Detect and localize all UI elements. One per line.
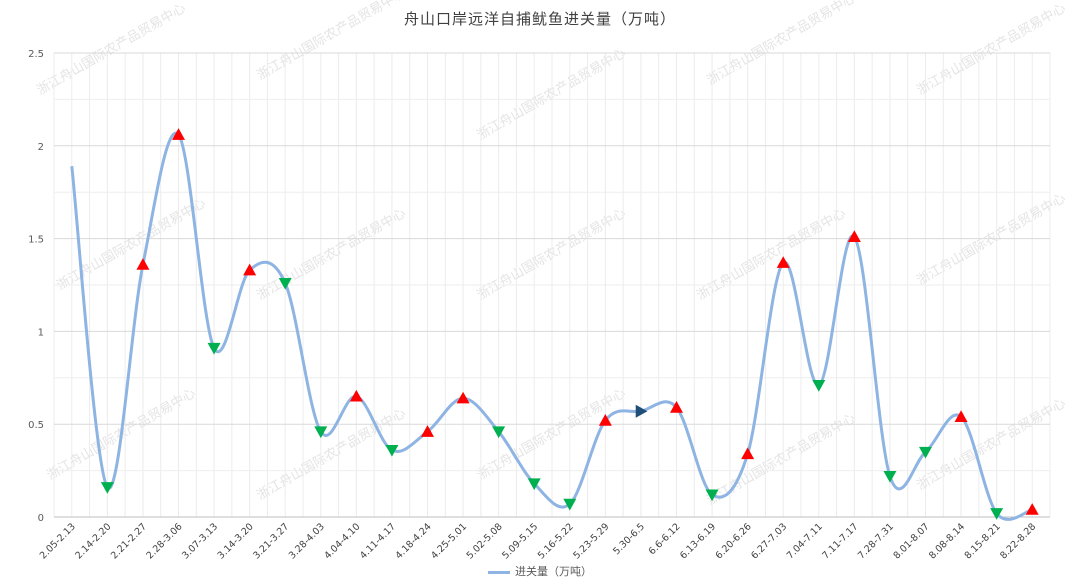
trend-marker-down — [563, 498, 577, 511]
grid-layer — [53, 52, 1051, 518]
trend-marker-down — [314, 426, 328, 439]
y-tick-label: 2.5 — [28, 49, 44, 60]
x-axis-ticks: 2.05-2.132.14-2.202.21-2.272.28-3.063.07… — [38, 521, 1039, 561]
trend-marker-up — [598, 413, 612, 426]
trend-marker-up — [349, 389, 363, 402]
x-tick-label: 8.01-8.07 — [892, 521, 932, 561]
trend-marker-down — [385, 444, 399, 457]
y-tick-label: 1 — [38, 327, 44, 338]
trend-marker-down — [492, 426, 506, 439]
x-tick-label: 8.08-8.14 — [927, 521, 967, 561]
x-tick-label: 5.30-6.5 — [611, 521, 647, 557]
watermark-text: 浙江舟山国际农产品贸易中心 — [255, 406, 409, 503]
x-tick-label: 6.6-6.12 — [647, 521, 683, 557]
watermark-layer: 浙江舟山国际农产品贸易中心 浙江舟山国际农产品贸易中心浙江舟山国际农产品贸易中心浙… — [35, 0, 1069, 508]
x-tick-label: 7.11-7.17 — [820, 521, 860, 561]
watermark-text: 浙江舟山国际农产品贸易中心 — [915, 396, 1069, 493]
x-tick-label: 2.05-2.13 — [38, 521, 78, 561]
watermark-text: 浙江舟山国际农产品贸易中心 — [695, 206, 849, 303]
x-tick-label: 3.21-3.27 — [251, 521, 291, 561]
trend-marker-flat — [635, 404, 648, 418]
legend-label: 进关量（万吨） — [515, 565, 592, 578]
legend: 进关量（万吨） — [0, 563, 1080, 579]
x-tick-label: 4.04-4.10 — [322, 521, 362, 561]
x-tick-label: 3.07-3.13 — [180, 521, 220, 561]
x-tick-label: 8.15-8.21 — [963, 521, 1003, 561]
trend-marker-down — [919, 446, 932, 459]
x-tick-label: 4.18-4.24 — [394, 521, 434, 561]
trend-marker-down — [100, 482, 114, 494]
watermark-text: 浙江舟山国际农产品贸易中心 — [915, 1, 1069, 98]
trend-marker-up — [136, 258, 150, 270]
x-tick-label: 2.21-2.27 — [109, 521, 149, 561]
y-tick-label: 1.5 — [28, 235, 44, 246]
chart-title: 舟山口岸远洋自捕鱿鱼进关量（万吨） — [403, 10, 676, 28]
x-tick-label: 6.13-6.19 — [678, 521, 718, 561]
x-tick-label: 5.23-5.29 — [571, 521, 611, 561]
trend-marker-up — [456, 391, 470, 404]
trend-marker-down — [207, 342, 221, 355]
x-tick-label: 6.27-7.03 — [749, 521, 789, 561]
trend-marker-up — [954, 410, 968, 422]
watermark-text: 浙江舟山国际农产品贸易中心 — [255, 0, 409, 83]
trend-marker-down — [527, 478, 541, 491]
x-tick-label: 4.11-4.17 — [358, 521, 398, 561]
x-tick-label: 7.04-7.11 — [785, 521, 825, 561]
series-layer — [70, 131, 1033, 521]
x-tick-label: 4.25-5.01 — [429, 521, 469, 561]
trend-marker-down — [990, 508, 1004, 520]
trend-marker-up — [421, 425, 434, 437]
series-line — [70, 131, 1033, 521]
watermark-text: 浙江舟山国际农产品贸易中心 — [915, 191, 1069, 288]
legend-swatch — [488, 570, 510, 574]
watermark-text: 浙江舟山国际农产品贸易中心 — [705, 0, 859, 88]
trend-marker-up — [1025, 503, 1039, 515]
x-tick-label: 8.22-8.28 — [998, 521, 1038, 561]
trend-marker-up — [243, 263, 257, 276]
watermark-text: 浙江舟山国际农产品贸易中心 — [255, 206, 409, 303]
x-tick-label: 3.14-3.20 — [216, 521, 256, 561]
x-tick-label: 7.28-7.31 — [856, 521, 896, 561]
y-axis-ticks: 0 0.5 1 1.5 2 2.5 — [28, 49, 44, 524]
trend-marker-down — [278, 277, 292, 290]
trend-marker-up — [670, 400, 683, 413]
x-tick-label: 2.14-2.20 — [73, 521, 113, 561]
trend-marker-up — [776, 256, 790, 268]
x-tick-label: 5.02-5.08 — [465, 521, 505, 561]
x-tick-label: 2.28-3.06 — [145, 521, 185, 561]
x-tick-label: 3.28-4.03 — [287, 521, 327, 561]
y-tick-label: 0 — [38, 513, 44, 524]
x-tick-label: 5.16-5.22 — [536, 521, 576, 561]
y-tick-label: 0.5 — [28, 420, 44, 431]
trend-marker-up — [741, 447, 755, 460]
trend-marker-down — [883, 470, 897, 483]
trend-marker-down — [705, 489, 719, 502]
trend-marker-up — [847, 230, 861, 242]
trend-marker-down — [812, 380, 826, 392]
x-tick-label: 6.20-6.26 — [714, 521, 754, 561]
marker-layer — [100, 128, 1039, 520]
y-tick-label: 2 — [38, 142, 44, 153]
watermark-text: 浙江舟山国际农产品贸易中心 — [35, 1, 189, 98]
x-tick-label: 5.09-5.15 — [500, 521, 540, 561]
trend-marker-up — [172, 128, 185, 140]
